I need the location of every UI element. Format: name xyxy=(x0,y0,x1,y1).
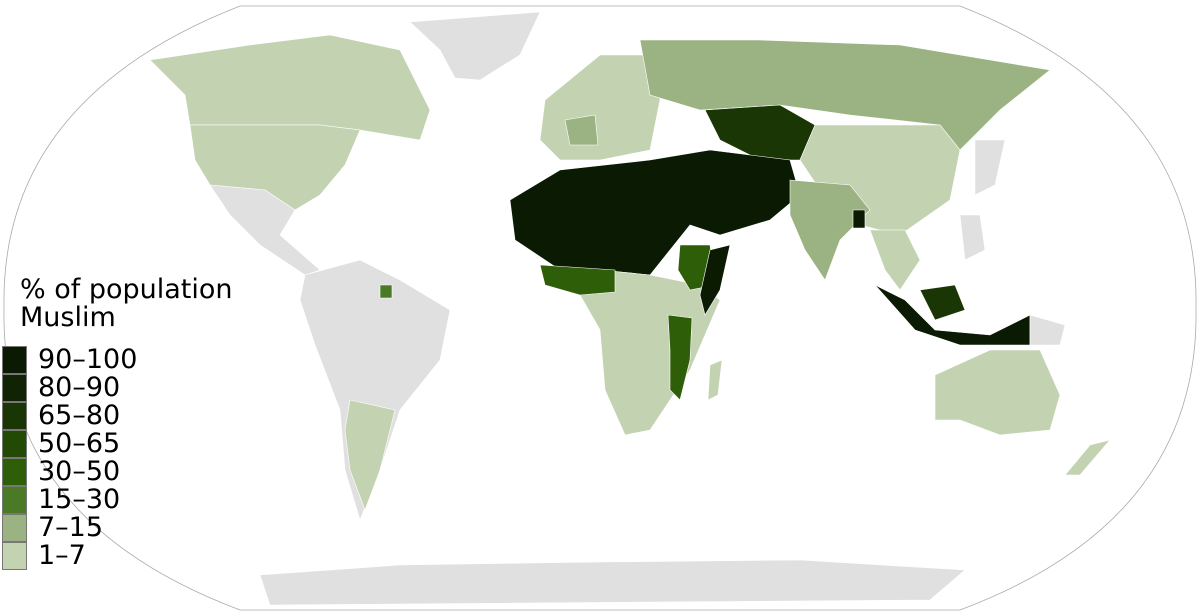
legend-title-line2: Muslim xyxy=(20,302,116,333)
legend-title: % of population Muslim xyxy=(20,276,233,332)
legend-swatch xyxy=(2,346,27,374)
canada xyxy=(149,34,431,141)
tanzania-mozambique xyxy=(667,314,693,401)
philippines-japan xyxy=(959,139,1006,261)
australia xyxy=(934,349,1061,436)
greenland xyxy=(409,11,541,81)
legend-item: 1–7 xyxy=(2,542,137,570)
legend: 90–100 80–90 65–80 50–65 30–50 15–30 7–15 1–7 xyxy=(2,346,137,570)
borneo xyxy=(919,284,966,321)
somalia xyxy=(699,244,731,316)
legend-title-line1: % of population xyxy=(20,274,233,305)
india xyxy=(789,179,871,281)
legend-label: 30–50 xyxy=(38,456,121,487)
papua xyxy=(1029,314,1066,346)
legend-swatch xyxy=(2,430,27,458)
united-states xyxy=(189,124,361,211)
new-zealand xyxy=(1064,439,1111,476)
legend-label: 80–90 xyxy=(38,372,121,403)
legend-swatch xyxy=(2,542,27,570)
antarctica xyxy=(259,559,966,606)
legend-label: 7–15 xyxy=(38,512,104,543)
map-frame xyxy=(3,5,1197,611)
legend-swatch xyxy=(2,374,27,402)
legend-item: 30–50 xyxy=(2,458,137,486)
legend-label: 90–100 xyxy=(38,344,138,375)
suriname xyxy=(379,284,393,299)
southeast-asia xyxy=(869,229,921,291)
europe xyxy=(539,54,661,161)
sub-saharan-africa xyxy=(538,269,721,436)
mexico-central-america xyxy=(209,184,321,276)
legend-item: 15–30 xyxy=(2,486,137,514)
bangladesh xyxy=(852,209,866,229)
legend-swatch xyxy=(2,486,27,514)
legend-swatch xyxy=(2,458,27,486)
france xyxy=(564,114,599,146)
legend-label: 15–30 xyxy=(38,484,121,515)
madagascar xyxy=(707,359,723,401)
legend-label: 65–80 xyxy=(38,400,121,431)
legend-item: 90–100 xyxy=(2,346,137,374)
legend-item: 50–65 xyxy=(2,430,137,458)
turkey-middle-east-north-africa xyxy=(509,149,801,276)
legend-item: 65–80 xyxy=(2,402,137,430)
west-africa xyxy=(539,264,616,296)
legend-swatch xyxy=(2,514,27,542)
legend-swatch xyxy=(2,402,27,430)
legend-item: 80–90 xyxy=(2,374,137,402)
legend-label: 50–65 xyxy=(38,428,121,459)
argentina xyxy=(344,399,396,511)
legend-item: 7–15 xyxy=(2,514,137,542)
legend-label: 1–7 xyxy=(38,540,86,571)
